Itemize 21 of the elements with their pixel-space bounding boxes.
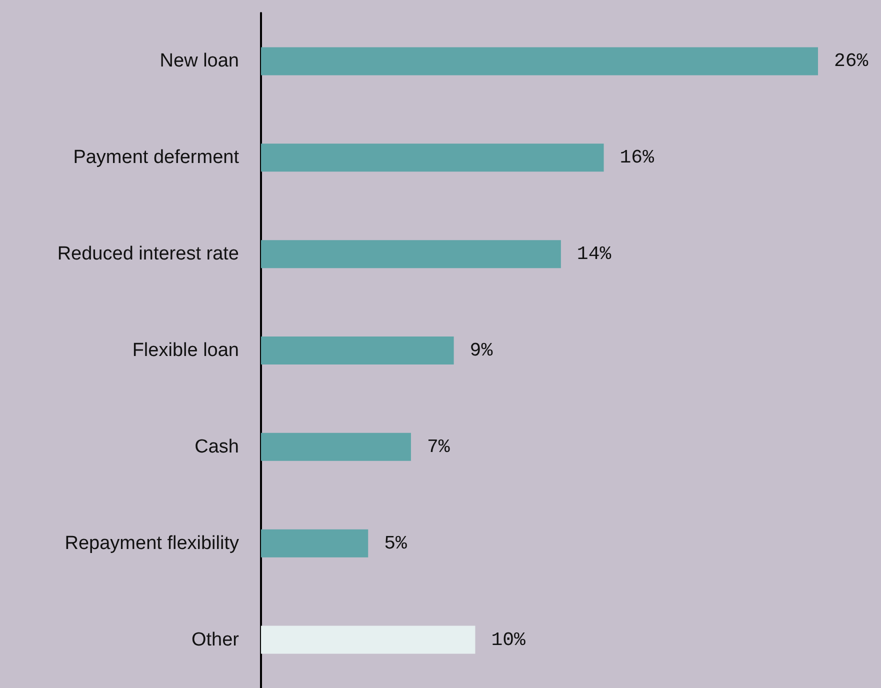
bar xyxy=(261,626,476,654)
y-tick-label: New loan xyxy=(160,50,239,72)
y-tick-label: Payment deferment xyxy=(73,147,240,168)
bar xyxy=(261,240,561,268)
y-tick-label: Reduced interest rate xyxy=(57,244,239,265)
data-label: 9% xyxy=(470,340,494,362)
data-label: 10% xyxy=(491,628,526,651)
data-label: 7% xyxy=(426,436,450,458)
data-label: 26% xyxy=(834,50,869,72)
bar xyxy=(261,336,454,364)
y-tick-label: Other xyxy=(191,629,240,650)
data-label: 16% xyxy=(620,146,655,169)
data-label: 5% xyxy=(384,532,408,554)
y-tick-label: Repayment flexibility xyxy=(64,532,240,554)
bar xyxy=(261,47,818,76)
y-tick-label: Flexible loan xyxy=(132,340,239,361)
y-tick-label: Cash xyxy=(194,436,239,458)
bar xyxy=(261,529,368,558)
bar xyxy=(261,432,411,461)
data-label: 14% xyxy=(576,243,612,266)
bar xyxy=(261,144,604,172)
